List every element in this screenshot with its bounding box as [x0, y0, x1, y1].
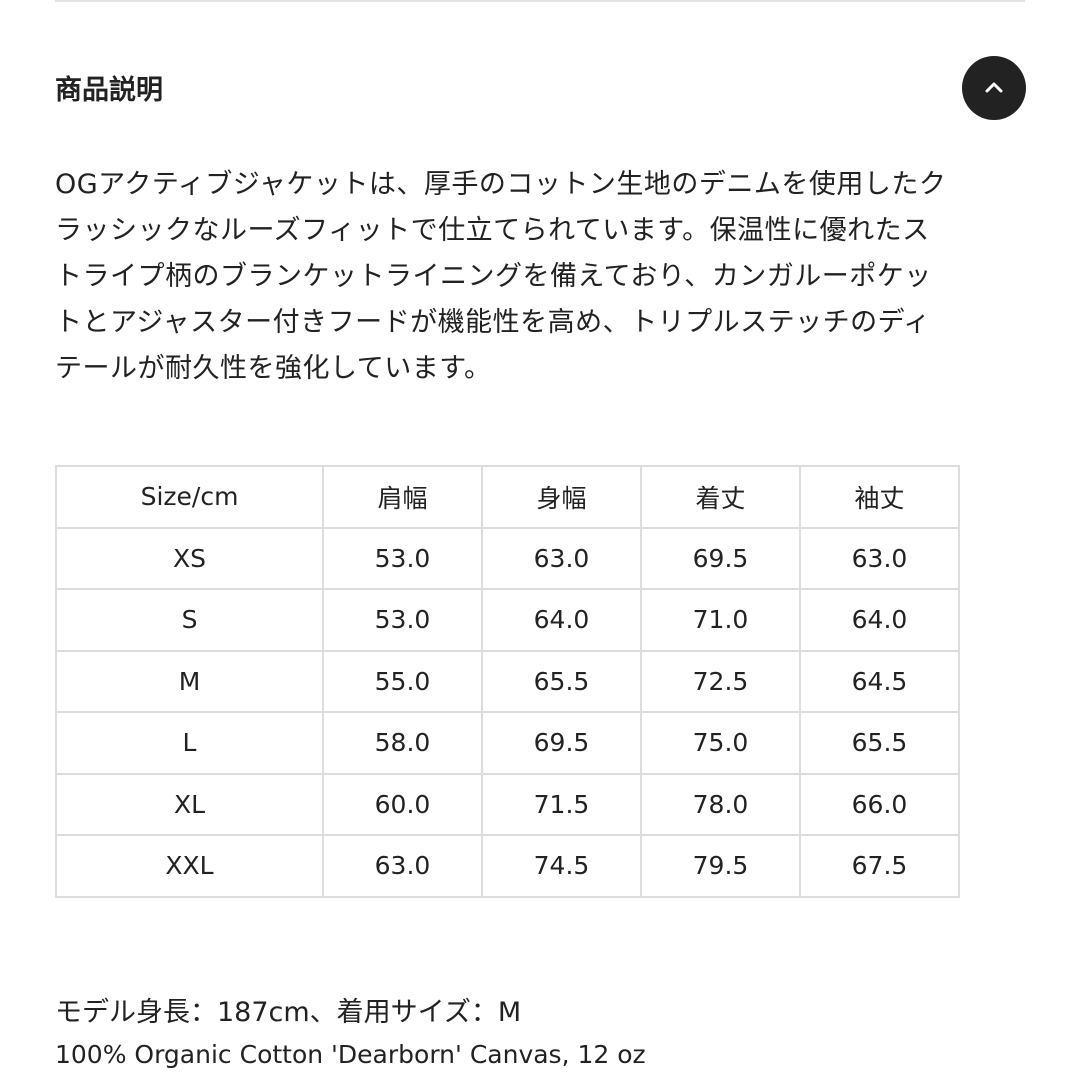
- section-title: 商品説明: [55, 75, 163, 106]
- table-cell: 58.0: [322, 711, 483, 775]
- column-header: 身幅: [481, 465, 642, 529]
- table-row: XL 60.0 71.5 78.0 66.0: [55, 772, 960, 836]
- table-cell: 71.0: [640, 588, 801, 652]
- table-cell: 79.5: [640, 834, 801, 898]
- table-row: XS 53.0 63.0 69.5 63.0: [55, 526, 960, 590]
- table-cell: 71.5: [481, 772, 642, 836]
- table-cell: XS: [55, 526, 324, 590]
- table-cell: 64.0: [799, 588, 960, 652]
- table-cell: XXL: [55, 834, 324, 898]
- scroll-to-top-button[interactable]: [962, 56, 1026, 120]
- table-cell: 63.0: [481, 526, 642, 590]
- divider: [55, 0, 1025, 2]
- table-cell: 74.5: [481, 834, 642, 898]
- table-cell: 65.5: [481, 649, 642, 713]
- chevron-up-icon: [985, 82, 1003, 93]
- table-cell: 72.5: [640, 649, 801, 713]
- table-cell: 69.5: [481, 711, 642, 775]
- material-info: 100% Organic Cotton 'Dearborn' Canvas, 1…: [55, 1040, 646, 1069]
- table-cell: 64.0: [481, 588, 642, 652]
- table-row: M 55.0 65.5 72.5 64.5: [55, 649, 960, 713]
- table-cell: 63.0: [799, 526, 960, 590]
- table-cell: 66.0: [799, 772, 960, 836]
- table-cell: 53.0: [322, 526, 483, 590]
- table-cell: 55.0: [322, 649, 483, 713]
- column-header: 肩幅: [322, 465, 483, 529]
- model-info: モデル身長：187cm、着用サイズ：M: [55, 997, 522, 1028]
- table-row: L 58.0 69.5 75.0 65.5: [55, 711, 960, 775]
- table-cell: XL: [55, 772, 324, 836]
- table-cell: 65.5: [799, 711, 960, 775]
- table-row: XXL 63.0 74.5 79.5 67.5: [55, 834, 960, 898]
- table-cell: 78.0: [640, 772, 801, 836]
- table-header-row: Size/cm 肩幅 身幅 着丈 袖丈: [55, 465, 960, 529]
- table-cell: 53.0: [322, 588, 483, 652]
- table-row: S 53.0 64.0 71.0 64.0: [55, 588, 960, 652]
- table-cell: M: [55, 649, 324, 713]
- table-cell: 60.0: [322, 772, 483, 836]
- table-cell: 75.0: [640, 711, 801, 775]
- table-cell: 64.5: [799, 649, 960, 713]
- product-description: OGアクティブジャケットは、厚手のコットン生地のデニムを使用したクラッシックなル…: [55, 169, 947, 384]
- size-table: Size/cm 肩幅 身幅 着丈 袖丈 XS 53.0 63.0 69.5 63.0 S 53.0 64…: [55, 465, 960, 898]
- column-header: 袖丈: [799, 465, 960, 529]
- table-cell: 67.5: [799, 834, 960, 898]
- table-cell: L: [55, 711, 324, 775]
- table-cell: 63.0: [322, 834, 483, 898]
- table-cell: 69.5: [640, 526, 801, 590]
- column-header: Size/cm: [55, 465, 324, 529]
- table-cell: S: [55, 588, 324, 652]
- column-header: 着丈: [640, 465, 801, 529]
